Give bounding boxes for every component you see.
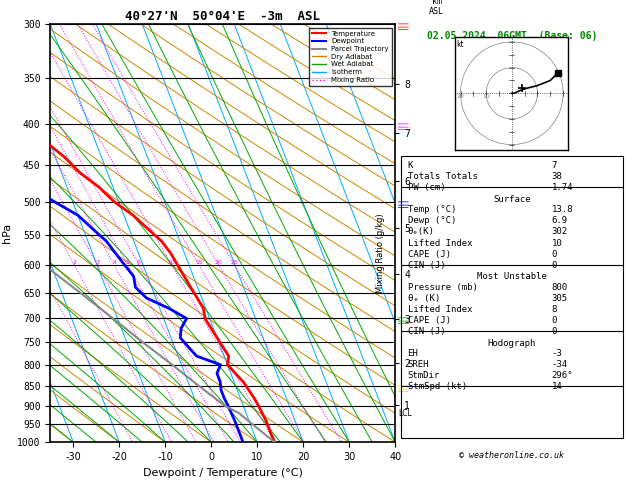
Text: StmDir: StmDir bbox=[408, 371, 440, 381]
Text: 0: 0 bbox=[552, 250, 557, 259]
Y-axis label: hPa: hPa bbox=[1, 223, 11, 243]
Title: 40°27'N  50°04'E  -3m  ASL: 40°27'N 50°04'E -3m ASL bbox=[125, 10, 320, 23]
Text: 02.05.2024  06GMT  (Base: 06): 02.05.2024 06GMT (Base: 06) bbox=[426, 31, 597, 40]
Text: 3: 3 bbox=[95, 260, 99, 265]
Text: EH: EH bbox=[408, 349, 418, 358]
Text: 6: 6 bbox=[137, 260, 141, 265]
Text: 2: 2 bbox=[72, 260, 76, 265]
Text: Mixing Ratio (g/kg): Mixing Ratio (g/kg) bbox=[376, 213, 385, 293]
Text: K: K bbox=[408, 161, 413, 170]
Text: 800: 800 bbox=[552, 283, 568, 292]
Text: Lifted Index: Lifted Index bbox=[408, 305, 472, 314]
Text: 6.9: 6.9 bbox=[552, 216, 568, 226]
Text: 13.8: 13.8 bbox=[552, 205, 573, 214]
Text: |||: ||| bbox=[397, 381, 408, 391]
Text: StmSpd (kt): StmSpd (kt) bbox=[408, 382, 467, 392]
Text: Pressure (mb): Pressure (mb) bbox=[408, 283, 477, 292]
Text: -34: -34 bbox=[552, 360, 568, 369]
Text: 0: 0 bbox=[552, 316, 557, 325]
Text: km
ASL: km ASL bbox=[429, 0, 444, 16]
Legend: Temperature, Dewpoint, Parcel Trajectory, Dry Adiabat, Wet Adiabat, Isotherm, Mi: Temperature, Dewpoint, Parcel Trajectory… bbox=[309, 28, 392, 86]
Text: 5: 5 bbox=[126, 260, 130, 265]
Text: Most Unstable: Most Unstable bbox=[477, 272, 547, 281]
Text: CAPE (J): CAPE (J) bbox=[408, 250, 450, 259]
Text: 8: 8 bbox=[552, 305, 557, 314]
Text: CIN (J): CIN (J) bbox=[408, 260, 445, 270]
Text: 38: 38 bbox=[552, 172, 562, 181]
Text: © weatheronline.co.uk: © weatheronline.co.uk bbox=[459, 451, 564, 460]
Text: 10: 10 bbox=[168, 260, 175, 265]
Text: 25: 25 bbox=[230, 260, 238, 265]
X-axis label: Dewpoint / Temperature (°C): Dewpoint / Temperature (°C) bbox=[143, 468, 303, 478]
Text: 305: 305 bbox=[552, 294, 568, 303]
Text: 302: 302 bbox=[552, 227, 568, 236]
Text: Temp (°C): Temp (°C) bbox=[408, 205, 456, 214]
Text: 1.74: 1.74 bbox=[552, 183, 573, 192]
Text: θₑ(K): θₑ(K) bbox=[408, 227, 435, 236]
Text: 0: 0 bbox=[552, 260, 557, 270]
Text: LCL: LCL bbox=[399, 409, 413, 418]
Text: 7: 7 bbox=[552, 161, 557, 170]
Text: Hodograph: Hodograph bbox=[487, 339, 536, 348]
Text: PW (cm): PW (cm) bbox=[408, 183, 445, 192]
Text: |||: ||| bbox=[397, 313, 408, 323]
Text: Surface: Surface bbox=[493, 195, 531, 204]
Text: 4: 4 bbox=[112, 260, 116, 265]
Text: Totals Totals: Totals Totals bbox=[408, 172, 477, 181]
Text: -3: -3 bbox=[552, 349, 562, 358]
Text: Lifted Index: Lifted Index bbox=[408, 239, 472, 247]
Text: 296°: 296° bbox=[552, 371, 573, 381]
Text: θₑ (K): θₑ (K) bbox=[408, 294, 440, 303]
Text: |||: ||| bbox=[397, 119, 408, 129]
Text: Dewp (°C): Dewp (°C) bbox=[408, 216, 456, 226]
Text: CIN (J): CIN (J) bbox=[408, 327, 445, 336]
Text: 20: 20 bbox=[214, 260, 223, 265]
Text: CAPE (J): CAPE (J) bbox=[408, 316, 450, 325]
Text: SREH: SREH bbox=[408, 360, 429, 369]
Text: |||: ||| bbox=[397, 19, 408, 29]
Bar bbox=[401, 156, 623, 438]
Text: 14: 14 bbox=[552, 382, 562, 392]
Text: 10: 10 bbox=[552, 239, 562, 247]
Text: 15: 15 bbox=[195, 260, 203, 265]
Text: 0: 0 bbox=[552, 327, 557, 336]
Text: |||: ||| bbox=[397, 197, 408, 207]
